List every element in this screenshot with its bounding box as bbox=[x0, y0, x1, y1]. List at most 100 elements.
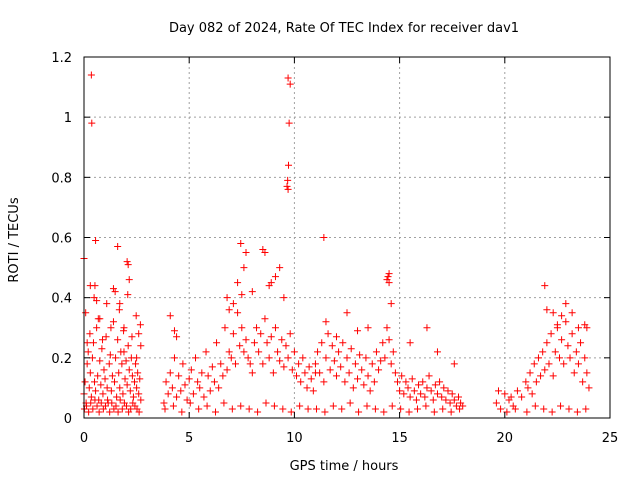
data-point bbox=[433, 348, 441, 356]
data-point bbox=[497, 405, 505, 413]
data-point bbox=[316, 369, 324, 377]
data-point bbox=[311, 360, 319, 368]
data-point bbox=[267, 333, 275, 341]
data-point bbox=[410, 387, 418, 395]
data-point bbox=[208, 363, 216, 371]
data-point bbox=[436, 378, 444, 386]
data-point bbox=[320, 378, 328, 386]
data-point bbox=[305, 363, 313, 371]
data-point bbox=[328, 342, 336, 350]
data-point bbox=[129, 393, 137, 401]
data-point bbox=[364, 372, 372, 380]
data-point bbox=[115, 369, 123, 377]
data-point bbox=[543, 339, 551, 347]
data-point bbox=[229, 330, 237, 338]
data-point bbox=[161, 405, 169, 413]
data-point bbox=[530, 360, 538, 368]
data-point bbox=[385, 270, 393, 278]
data-point bbox=[381, 354, 389, 362]
data-point bbox=[562, 318, 570, 326]
data-point bbox=[583, 324, 591, 332]
data-point bbox=[560, 360, 568, 368]
data-point bbox=[178, 408, 186, 416]
data-point bbox=[337, 363, 345, 371]
data-point bbox=[314, 348, 322, 356]
data-point bbox=[404, 384, 412, 392]
data-point bbox=[405, 408, 413, 416]
data-point bbox=[120, 327, 128, 335]
data-point bbox=[164, 390, 172, 398]
data-point bbox=[566, 354, 574, 362]
data-point bbox=[168, 384, 176, 392]
data-point bbox=[118, 405, 126, 413]
data-point bbox=[223, 294, 231, 302]
data-point bbox=[579, 378, 587, 386]
data-point bbox=[238, 291, 246, 299]
data-point bbox=[318, 339, 326, 347]
data-point bbox=[452, 402, 460, 410]
data-point bbox=[380, 408, 388, 416]
data-point bbox=[203, 402, 211, 410]
data-point bbox=[166, 369, 174, 377]
data-point bbox=[286, 330, 294, 338]
data-point bbox=[223, 366, 231, 374]
data-point bbox=[423, 384, 431, 392]
data-point bbox=[245, 405, 253, 413]
data-point bbox=[304, 405, 312, 413]
data-point bbox=[360, 381, 368, 389]
data-point bbox=[187, 366, 195, 374]
data-point bbox=[133, 354, 141, 362]
data-point bbox=[370, 378, 378, 386]
data-point bbox=[326, 366, 334, 374]
x-tick-label: 5 bbox=[185, 431, 193, 446]
x-tick-label: 15 bbox=[391, 431, 408, 446]
data-point bbox=[287, 408, 295, 416]
data-point bbox=[242, 249, 250, 257]
data-point bbox=[278, 336, 286, 344]
data-point bbox=[309, 387, 317, 395]
data-point bbox=[106, 351, 114, 359]
data-point bbox=[371, 405, 379, 413]
data-point bbox=[285, 119, 293, 127]
data-point bbox=[88, 119, 96, 127]
data-point bbox=[173, 333, 181, 341]
data-point bbox=[225, 306, 233, 314]
data-point bbox=[545, 360, 553, 368]
data-point bbox=[351, 360, 359, 368]
data-point bbox=[513, 387, 521, 395]
data-point bbox=[332, 372, 340, 380]
data-point bbox=[393, 378, 401, 386]
data-point bbox=[541, 282, 549, 290]
data-point bbox=[338, 405, 346, 413]
data-point bbox=[384, 273, 392, 281]
data-point bbox=[213, 339, 221, 347]
data-point bbox=[366, 387, 374, 395]
data-point bbox=[189, 390, 197, 398]
data-point bbox=[101, 375, 109, 383]
y-tick-label: 1 bbox=[64, 111, 72, 126]
chart-title: Day 082 of 2024, Rate Of TEC Index for r… bbox=[169, 21, 519, 36]
data-point bbox=[568, 309, 576, 317]
data-point bbox=[262, 399, 270, 407]
data-point bbox=[261, 249, 269, 257]
data-point bbox=[87, 71, 95, 79]
data-point bbox=[83, 339, 91, 347]
data-point bbox=[492, 399, 500, 407]
data-point bbox=[109, 285, 117, 293]
data-point bbox=[220, 399, 228, 407]
data-point bbox=[108, 372, 116, 380]
data-point bbox=[423, 324, 431, 332]
data-point bbox=[198, 369, 206, 377]
data-point bbox=[183, 396, 191, 404]
data-point bbox=[265, 282, 273, 290]
data-point bbox=[339, 339, 347, 347]
data-point bbox=[573, 408, 581, 416]
data-point bbox=[349, 384, 357, 392]
data-point bbox=[433, 390, 441, 398]
data-point bbox=[185, 375, 193, 383]
data-point bbox=[120, 348, 128, 356]
data-point bbox=[577, 339, 585, 347]
y-tick-label: 0.6 bbox=[51, 232, 72, 247]
data-point bbox=[99, 336, 107, 344]
data-point bbox=[398, 372, 406, 380]
